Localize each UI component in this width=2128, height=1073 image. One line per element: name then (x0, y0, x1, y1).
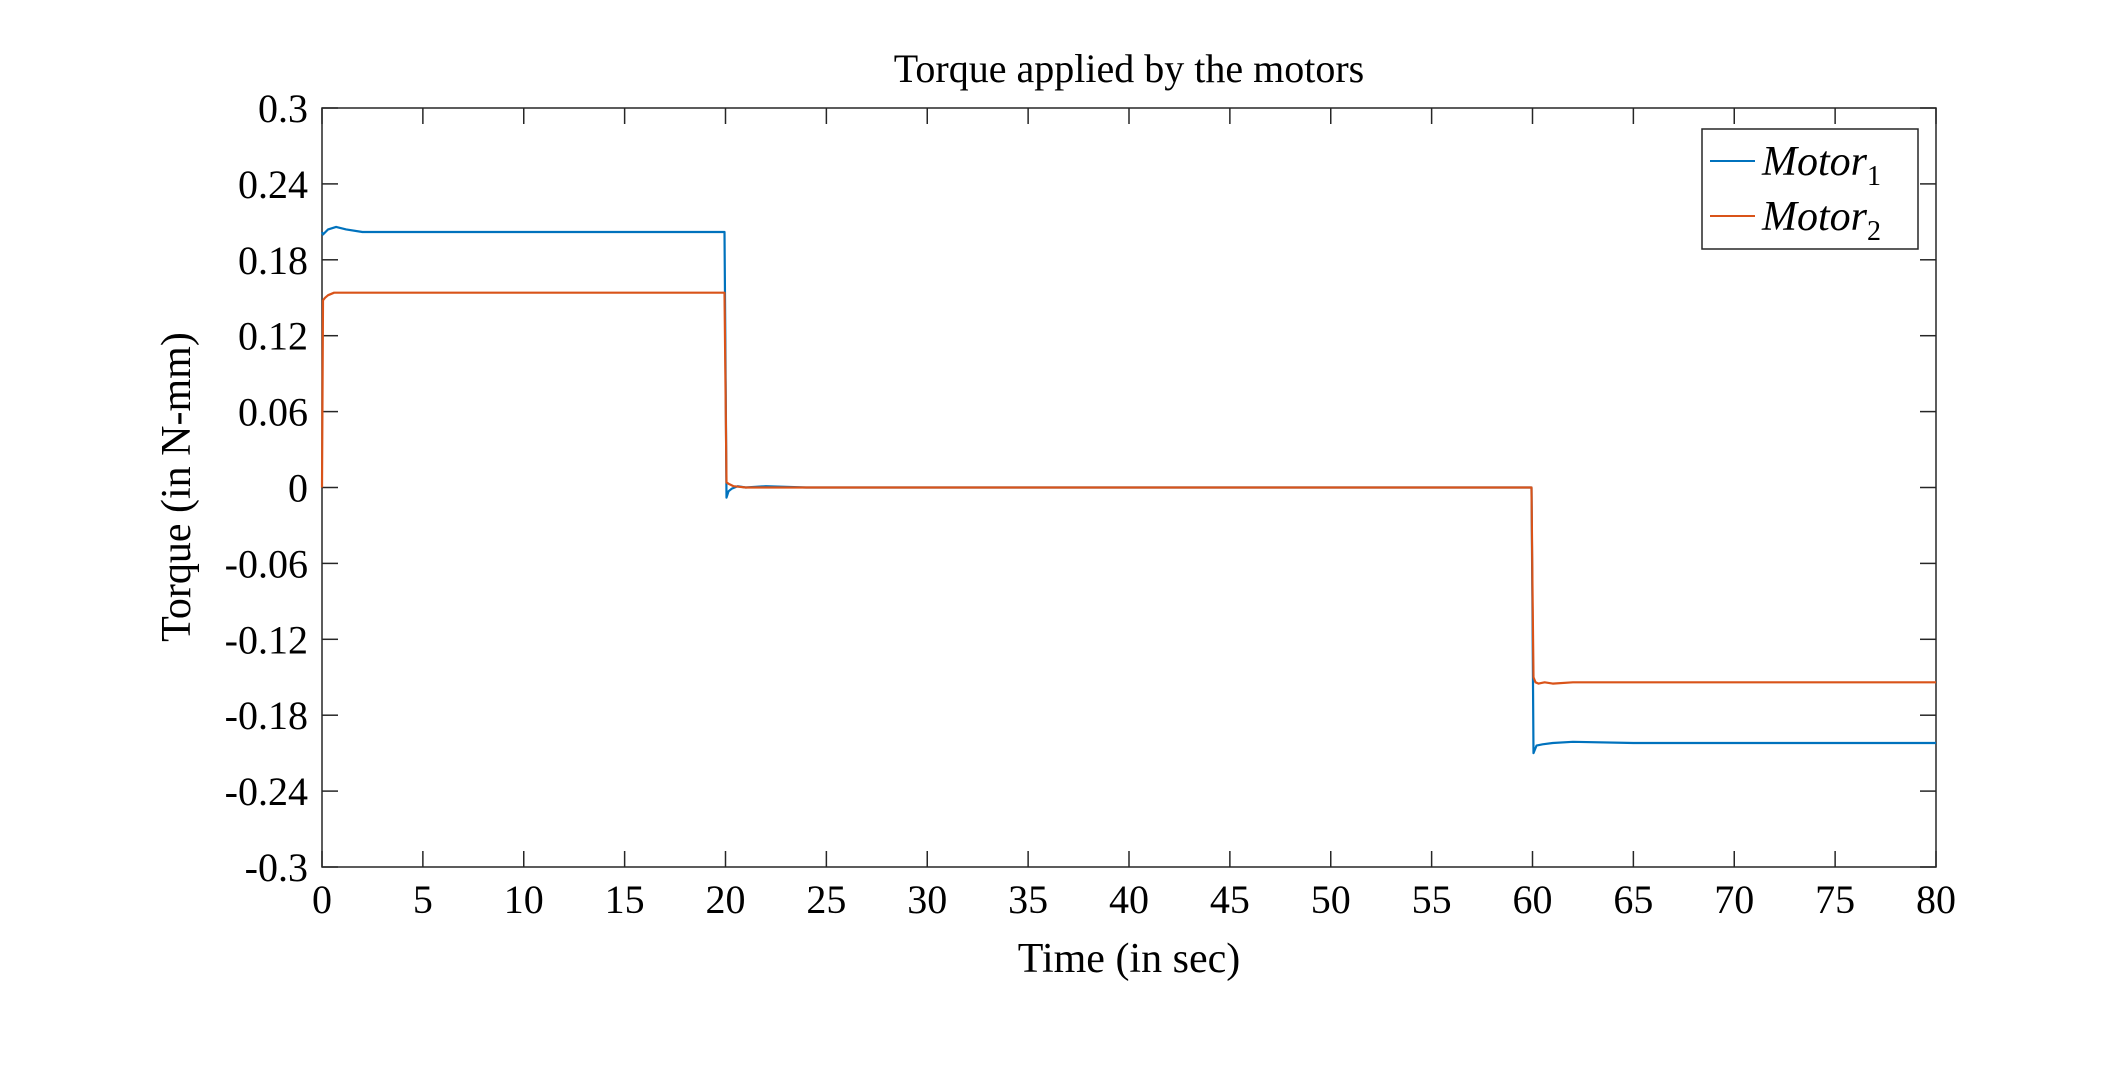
y-tick-label: -0.3 (245, 845, 308, 890)
x-tick-label: 55 (1412, 877, 1452, 922)
y-tick-label: -0.12 (225, 617, 308, 662)
x-tick-label: 80 (1916, 877, 1956, 922)
x-tick-label: 0 (312, 877, 332, 922)
y-tick-label: 0.06 (238, 390, 308, 435)
axis-tick-labels: 0 5 10 15 20 25 30 35 40 45 50 55 60 65 70 75 800.30.240… (225, 86, 1956, 922)
x-tick-label: 40 (1109, 877, 1149, 922)
legend-entry-motor-2: Motor2 (1761, 194, 1881, 247)
series-line-motor-1 (320, 225, 1936, 755)
legend-label-motor-2: Motor (1761, 194, 1868, 240)
axis-ticks (321, 107, 1937, 868)
x-tick-label: 25 (806, 877, 846, 922)
y-tick-label: 0.18 (238, 238, 308, 283)
x-tick-label: 60 (1513, 877, 1553, 922)
y-tick-label: -0.06 (225, 541, 308, 586)
x-tick-label: 50 (1311, 877, 1351, 922)
series-line-motor-2 (320, 291, 1936, 685)
legend-entry-motor-1: Motor1 (1761, 139, 1881, 192)
x-tick-label: 15 (605, 877, 645, 922)
x-tick-label: 75 (1815, 877, 1855, 922)
x-tick-label: 35 (1008, 877, 1048, 922)
x-tick-label: 65 (1613, 877, 1653, 922)
legend-subscript-motor-1: 1 (1867, 161, 1881, 192)
x-tick-label: 30 (907, 877, 947, 922)
data-series (320, 225, 1936, 755)
x-tick-label: 70 (1714, 877, 1754, 922)
y-tick-label: 0 (288, 466, 308, 511)
x-tick-label: 10 (504, 877, 544, 922)
y-tick-label: 0.12 (238, 314, 308, 359)
x-tick-label: 20 (706, 877, 746, 922)
legend-label-motor-1: Motor (1761, 139, 1868, 185)
legend: Motor1 Motor2 (1701, 128, 1919, 250)
legend-subscript-motor-2: 2 (1867, 216, 1881, 247)
x-axis-label: Time (in sec) (1018, 936, 1240, 982)
y-tick-label: 0.3 (258, 86, 308, 131)
chart-title: Torque applied by the motors (894, 46, 1364, 91)
y-tick-label: -0.18 (225, 693, 308, 738)
y-tick-label: -0.24 (225, 769, 308, 814)
x-tick-label: 45 (1210, 877, 1250, 922)
y-axis-label: Torque (in N-mm) (154, 332, 200, 642)
y-tick-label: 0.24 (238, 162, 308, 207)
legend-box (1701, 128, 1919, 250)
x-tick-label: 5 (413, 877, 433, 922)
